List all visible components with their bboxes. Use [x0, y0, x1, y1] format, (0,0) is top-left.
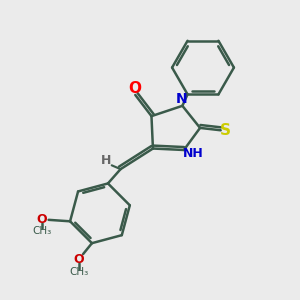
Text: N: N	[176, 92, 187, 106]
Text: NH: NH	[183, 147, 204, 160]
Text: S: S	[220, 123, 231, 138]
Text: CH₃: CH₃	[32, 226, 51, 236]
Text: CH₃: CH₃	[69, 267, 88, 277]
Text: H: H	[100, 154, 111, 167]
Text: O: O	[74, 254, 84, 266]
Text: O: O	[36, 213, 47, 226]
Text: O: O	[128, 81, 141, 96]
